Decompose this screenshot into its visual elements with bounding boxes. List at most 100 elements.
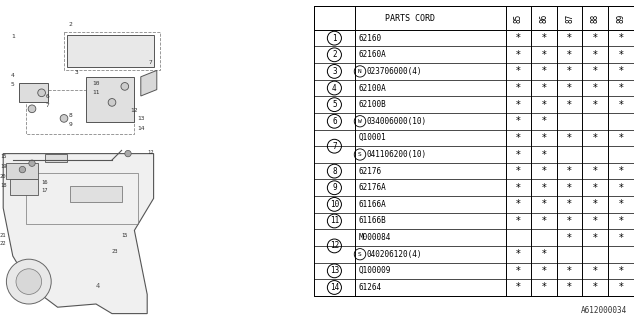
Text: *: * [567,67,572,76]
Text: 62160: 62160 [358,34,381,43]
Bar [314,6,634,30]
Text: *: * [618,283,623,292]
Text: *: * [618,100,623,110]
Text: *: * [618,50,623,60]
Text: Q10001: Q10001 [358,133,386,142]
Circle shape [6,259,51,304]
Text: 88: 88 [591,13,600,23]
Circle shape [29,160,35,166]
Text: 1: 1 [11,34,15,39]
Circle shape [125,150,131,157]
Text: *: * [541,50,547,60]
Text: 4: 4 [96,283,100,289]
Text: 4: 4 [11,73,15,78]
Text: *: * [593,50,598,60]
Text: *: * [516,50,521,60]
Text: 12: 12 [330,241,339,251]
Text: *: * [593,183,598,193]
Text: *: * [541,149,547,159]
Text: PARTS CORD: PARTS CORD [385,13,435,23]
Polygon shape [10,179,38,195]
Text: *: * [618,33,623,43]
Polygon shape [3,154,154,314]
Text: *: * [541,266,547,276]
Text: *: * [516,216,521,226]
Text: 040206120(4): 040206120(4) [367,250,422,259]
Text: 23: 23 [112,249,118,254]
Text: *: * [593,266,598,276]
Text: *: * [516,67,521,76]
Text: 20: 20 [0,173,6,179]
Text: *: * [567,216,572,226]
Text: *: * [593,283,598,292]
Circle shape [108,99,116,106]
Text: *: * [541,100,547,110]
Text: 12: 12 [131,108,138,113]
Text: 21: 21 [0,233,6,238]
Text: 7: 7 [46,103,50,108]
Text: 17: 17 [42,188,48,193]
Text: 9: 9 [68,122,72,127]
Text: 13: 13 [137,116,145,121]
Text: *: * [593,100,598,110]
Polygon shape [19,83,48,102]
Text: *: * [516,183,521,193]
Text: 15: 15 [122,233,128,238]
Text: *: * [541,249,547,259]
Text: 13: 13 [330,266,339,275]
Text: *: * [516,199,521,209]
Text: 18: 18 [0,183,6,188]
Text: 86: 86 [540,13,548,23]
Text: 14: 14 [137,126,145,131]
Text: *: * [541,33,547,43]
Text: *: * [541,199,547,209]
Text: 8: 8 [332,167,337,176]
Text: *: * [541,216,547,226]
Text: 62100B: 62100B [358,100,386,109]
Text: 10: 10 [330,200,339,209]
Text: 9: 9 [332,183,337,192]
Text: 6: 6 [46,93,50,99]
Text: 4: 4 [332,84,337,92]
Circle shape [60,115,68,122]
Text: 61166A: 61166A [358,200,386,209]
Text: W: W [358,119,362,124]
Text: 22: 22 [0,241,6,246]
Text: *: * [618,67,623,76]
Text: *: * [541,83,547,93]
Text: *: * [567,83,572,93]
Text: *: * [516,100,521,110]
Text: *: * [593,133,598,143]
Bar [45,154,67,162]
Text: *: * [567,100,572,110]
Text: *: * [541,283,547,292]
Text: *: * [618,133,623,143]
Text: 5: 5 [11,82,15,87]
Text: *: * [567,133,572,143]
Text: *: * [593,233,598,243]
Text: *: * [567,50,572,60]
Text: 2: 2 [68,21,72,27]
Text: *: * [593,67,598,76]
Text: 61264: 61264 [358,283,381,292]
Text: *: * [618,83,623,93]
Text: 2: 2 [332,50,337,59]
Polygon shape [67,35,154,67]
Text: *: * [541,133,547,143]
Text: *: * [618,233,623,243]
Text: *: * [567,233,572,243]
Text: *: * [541,116,547,126]
Text: 6: 6 [332,117,337,126]
Text: 62100A: 62100A [358,84,386,92]
Text: 7: 7 [332,142,337,151]
Text: 16: 16 [42,180,48,185]
Text: *: * [593,216,598,226]
Text: 85: 85 [514,13,523,23]
Text: N: N [358,69,362,74]
Text: 5: 5 [332,100,337,109]
Text: *: * [516,149,521,159]
Text: *: * [541,183,547,193]
Circle shape [16,269,42,294]
Text: *: * [516,166,521,176]
Text: *: * [567,166,572,176]
